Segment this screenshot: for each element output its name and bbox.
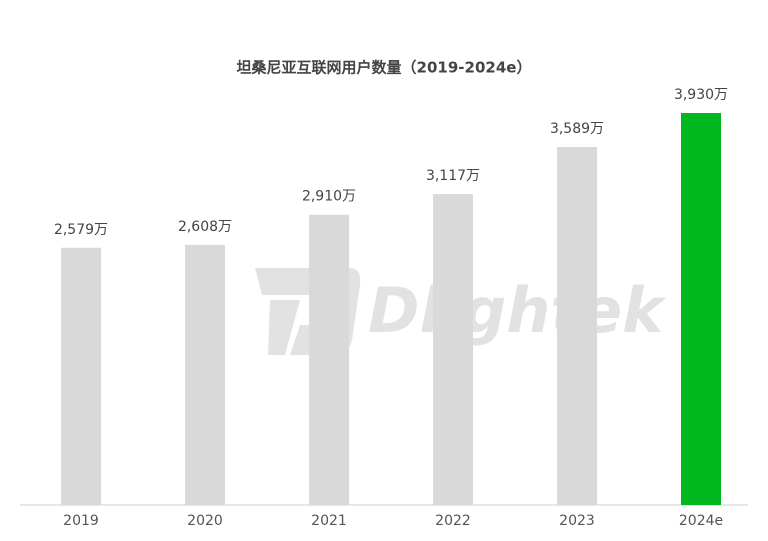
value-label: 2,579万 (54, 222, 108, 238)
bar (61, 247, 101, 506)
x-tick-label: 2021 (311, 513, 347, 529)
value-label: 3,930万 (674, 87, 728, 103)
bar (557, 147, 597, 505)
x-tick-label: 2024e (679, 513, 723, 529)
value-label: 3,589万 (550, 121, 604, 137)
value-label: 2,910万 (302, 189, 356, 205)
x-tick-label: 2020 (187, 513, 223, 529)
bar (309, 214, 349, 505)
watermark: Dlightek (368, 274, 667, 347)
x-tick-label: 2019 (63, 513, 99, 529)
bar (681, 113, 721, 505)
bar (433, 194, 473, 505)
x-tick-label: 2023 (559, 513, 595, 529)
bar (185, 244, 225, 505)
x-tick-label: 2022 (435, 513, 471, 529)
value-label: 3,117万 (426, 168, 480, 184)
chart-title: 坦桑尼亚互联网用户数量（2019-2024e） (237, 59, 532, 77)
value-label: 2,608万 (178, 219, 232, 235)
